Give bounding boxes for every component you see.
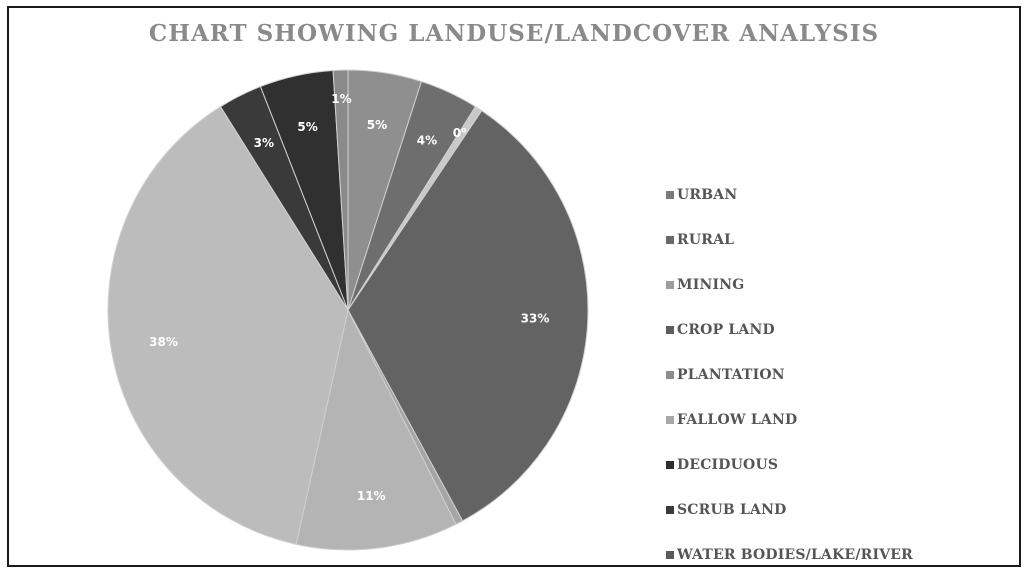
pie-slice-crop-land-3 — [347, 110, 589, 522]
legend-swatch — [666, 370, 674, 379]
legend-label: URBAN — [677, 186, 738, 203]
legend-label: MINING — [677, 276, 745, 293]
legend-swatch — [666, 280, 674, 289]
legend-label: RURAL — [677, 231, 735, 248]
pie-slice-deciduous-6 — [107, 105, 349, 545]
legend-item-fallow-land: FALLOW LAND — [666, 397, 913, 442]
pie-data-label-9: 1% — [331, 92, 351, 106]
pie-data-label-7: 3% — [254, 136, 274, 150]
legend-item-water-bodies-lake-river: WATER BODIES/LAKE/RIVER — [666, 532, 913, 577]
legend-swatch — [666, 325, 674, 334]
legend-swatch — [666, 550, 674, 559]
pie-slice-unlabeled-9 — [332, 69, 349, 311]
legend-item-plantation: PLANTATION — [666, 352, 913, 397]
pie-data-label-0: 5% — [367, 118, 387, 132]
chart-legend: URBAN RURAL MINING CROP LAND PLANTATION FALLO… — [666, 172, 913, 577]
legend-item-urban: URBAN — [666, 172, 913, 217]
legend-item-deciduous: DECIDUOUS — [666, 442, 913, 487]
pie-data-label-1: 4% — [417, 133, 437, 147]
legend-item-scrub-land: SCRUB LAND — [666, 487, 913, 532]
legend-label: SCRUB LAND — [677, 501, 787, 518]
pie-data-label-3: 33% — [521, 312, 550, 326]
pie-slice-fallow-land-5 — [295, 308, 457, 551]
legend-swatch — [666, 190, 674, 199]
legend-item-crop-land: CROP LAND — [666, 307, 913, 352]
pie-data-label-6: 38% — [149, 335, 178, 349]
legend-label: DECIDUOUS — [677, 456, 779, 473]
chart-title: CHART SHOWING LANDUSE/LANDCOVER ANALYSIS — [148, 20, 880, 47]
legend-item-rural: RURAL — [666, 217, 913, 262]
pie-data-label-8: 5% — [297, 120, 317, 134]
legend-label: CROP LAND — [677, 321, 775, 338]
legend-swatch — [666, 505, 674, 514]
legend-swatch — [666, 235, 674, 244]
legend-swatch — [666, 460, 674, 469]
legend-swatch — [666, 415, 674, 424]
legend-label: PLANTATION — [677, 366, 785, 383]
pie-data-label-5: 11% — [357, 489, 386, 503]
legend-item-mining: MINING — [666, 262, 913, 307]
legend-label: WATER BODIES/LAKE/RIVER — [677, 546, 914, 563]
legend-label: FALLOW LAND — [677, 411, 798, 428]
